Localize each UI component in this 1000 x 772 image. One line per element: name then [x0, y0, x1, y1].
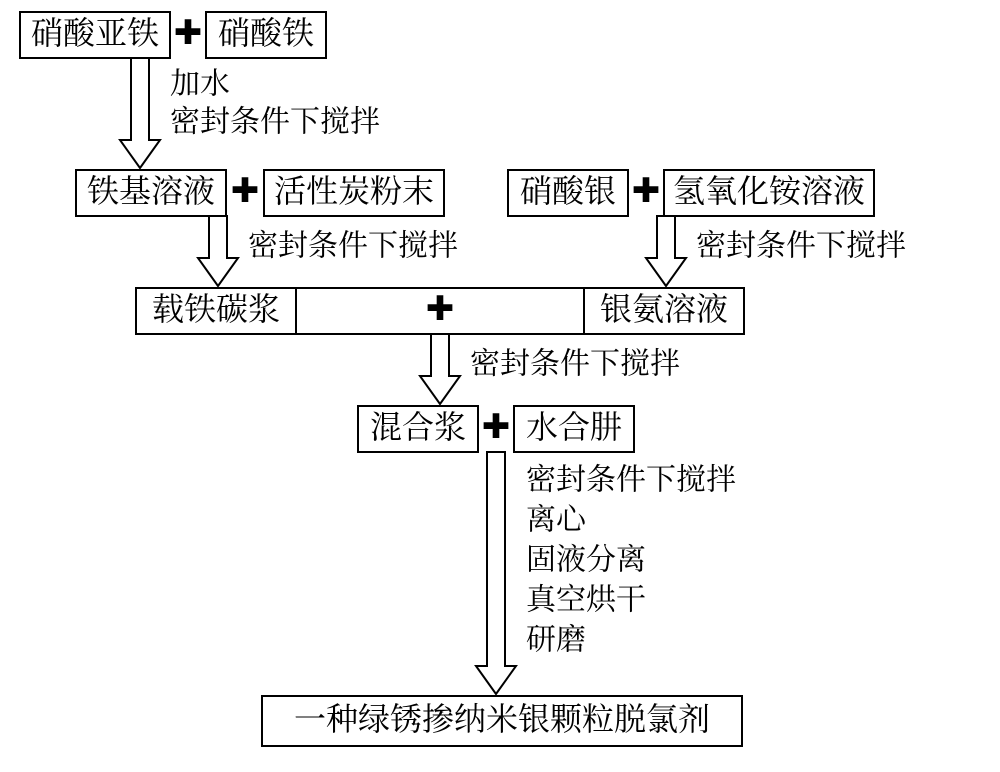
- plus-icon: ✚: [426, 291, 455, 328]
- arrow1-label-1: 密封条件下搅拌: [170, 97, 380, 141]
- row3-right: 银氨溶液: [600, 284, 728, 330]
- arrow2l-label-0: 密封条件下搅拌: [248, 221, 458, 265]
- arrow-down-icon: [476, 452, 516, 694]
- plus-icon: ✚: [174, 15, 203, 52]
- row2l-left: 铁基溶液: [87, 166, 215, 212]
- arrow-down-icon: [646, 216, 686, 286]
- arrow3-label-0: 密封条件下搅拌: [470, 339, 680, 383]
- arrow-down-icon: [420, 334, 460, 404]
- arrow-down-icon: [120, 58, 160, 168]
- row2r-left: 硝酸银: [520, 166, 616, 212]
- final-box: 一种绿锈掺纳米银颗粒脱氯剂: [294, 694, 710, 740]
- arrow4-label-2: 固液分离: [526, 535, 646, 579]
- plus-icon: ✚: [632, 173, 661, 210]
- row4-left: 混合浆: [370, 402, 466, 448]
- arrow4-label-1: 离心: [526, 495, 587, 539]
- plus-icon: ✚: [482, 409, 511, 446]
- arrow-down-icon: [198, 216, 238, 286]
- arrow4-label-0: 密封条件下搅拌: [526, 455, 736, 499]
- row2l-right: 活性炭粉末: [274, 166, 434, 212]
- row3-left: 载铁碳浆: [152, 284, 280, 330]
- arrow2r-label-0: 密封条件下搅拌: [696, 221, 906, 265]
- arrow4-label-4: 研磨: [526, 615, 586, 659]
- row1-right: 硝酸铁: [218, 8, 314, 54]
- row1-left: 硝酸亚铁: [31, 8, 159, 54]
- row2r-right: 氢氧化铵溶液: [673, 166, 865, 212]
- arrow4-label-3: 真空烘干: [526, 575, 646, 619]
- row4-right: 水合肼: [526, 402, 622, 448]
- plus-icon: ✚: [231, 173, 260, 210]
